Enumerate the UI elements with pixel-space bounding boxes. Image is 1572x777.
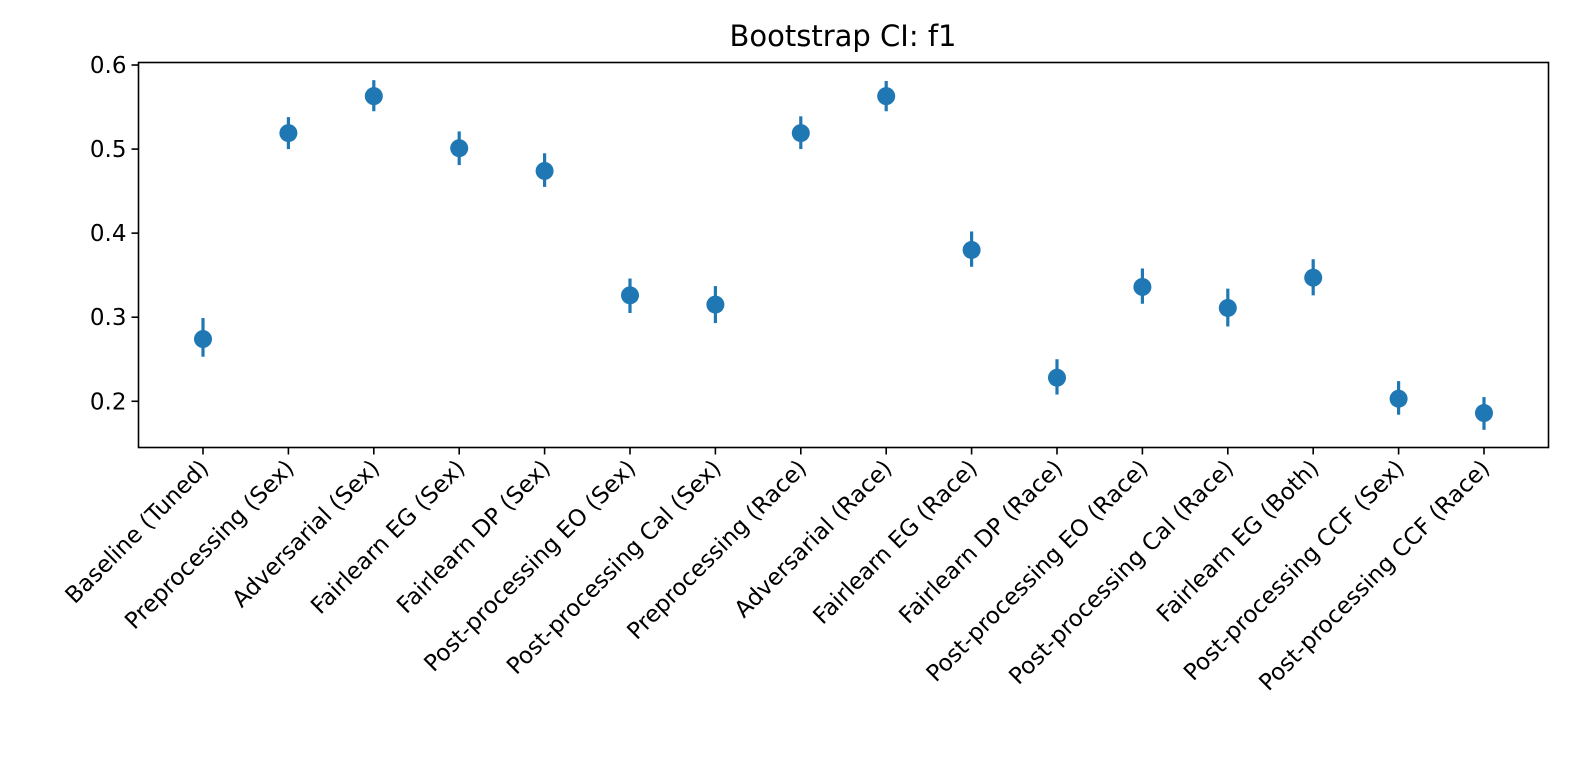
x-tick-label: Fairlearn EG (Sex) — [306, 455, 470, 619]
y-tick-label: 0.3 — [90, 305, 127, 331]
data-point — [791, 124, 810, 143]
y-tick-label: 0.2 — [90, 389, 127, 415]
chart-title: Bootstrap CI: f1 — [729, 19, 956, 53]
data-point — [1475, 404, 1493, 423]
data-point — [364, 87, 383, 106]
plot-marks — [194, 80, 1493, 430]
data-point — [194, 330, 212, 349]
data-point — [1304, 268, 1323, 287]
data-point — [450, 139, 469, 158]
x-tick-label: Preprocessing (Sex) — [120, 455, 299, 634]
data-point — [1048, 368, 1066, 387]
data-point — [1389, 389, 1408, 408]
data-point — [279, 124, 298, 143]
x-tick-label: Fairlearn EG (Race) — [808, 455, 982, 629]
data-point — [621, 286, 639, 305]
y-axis: 0.2 0.3 0.4 0.5 0.6 — [90, 53, 139, 415]
x-tick-label: Fairlearn EG (Both) — [1152, 455, 1324, 627]
x-tick-label: Adversarial (Race) — [730, 455, 898, 623]
y-tick-label: 0.5 — [90, 137, 127, 163]
data-point — [962, 240, 981, 259]
x-tick-label: Adversarial (Sex) — [228, 455, 386, 613]
x-tick-label: Fairlearn DP (Race) — [894, 455, 1068, 629]
x-tick-label: Baseline (Tuned) — [61, 455, 215, 609]
data-point — [1133, 277, 1152, 296]
data-point — [1218, 298, 1237, 317]
data-point — [535, 161, 554, 180]
x-tick-label: Fairlearn DP (Sex) — [392, 455, 556, 619]
y-tick-label: 0.4 — [90, 221, 127, 247]
plot-frame — [137, 61, 1550, 449]
data-point — [706, 295, 725, 314]
data-point — [877, 87, 896, 106]
x-axis: Baseline (Tuned)Preprocessing (Sex)Adver… — [61, 447, 1495, 696]
y-tick-label: 0.6 — [90, 53, 127, 79]
